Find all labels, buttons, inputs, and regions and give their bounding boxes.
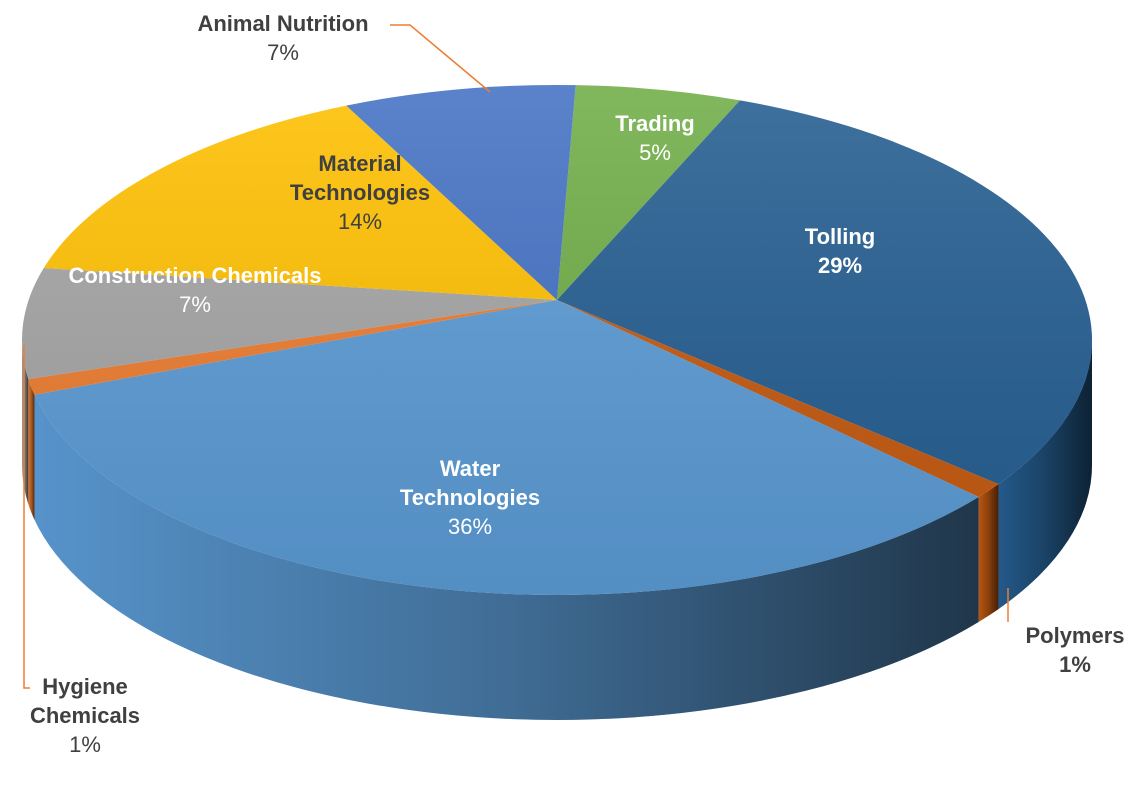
value-label: 7%: [267, 40, 299, 65]
category-label: Hygiene Chemicals: [30, 674, 140, 728]
value-label: 36%: [448, 514, 492, 539]
labels: Trading 5% Tolling 29% Polymers 1% Water Techno…: [23, 11, 1125, 757]
category-label: Trading: [615, 111, 694, 136]
value-label: 5%: [639, 140, 671, 165]
slice-side-shade: [978, 484, 999, 622]
value-label: 7%: [179, 292, 211, 317]
leader-line: [390, 24, 491, 93]
slice-side-shade: [998, 340, 1092, 610]
value-label: 29%: [818, 253, 862, 278]
slice-side-shade: [28, 379, 35, 520]
value-label: 1%: [69, 732, 101, 757]
pie-sides: [22, 340, 1092, 720]
category-label: Tolling: [805, 224, 875, 249]
value-label: 1%: [1059, 652, 1091, 677]
category-label: Animal Nutrition: [197, 11, 368, 36]
slice-side-shade: [34, 394, 979, 720]
category-label: Polymers: [1025, 623, 1124, 648]
category-label: Material Technologies: [290, 151, 430, 205]
leader-line: [23, 345, 30, 689]
category-label: Construction Chemicals: [68, 263, 321, 288]
category-label: Water Technologies: [400, 456, 540, 510]
value-label: 14%: [338, 209, 382, 234]
top-gloss: [22, 85, 1092, 595]
pie-tops: [21, 85, 1092, 595]
